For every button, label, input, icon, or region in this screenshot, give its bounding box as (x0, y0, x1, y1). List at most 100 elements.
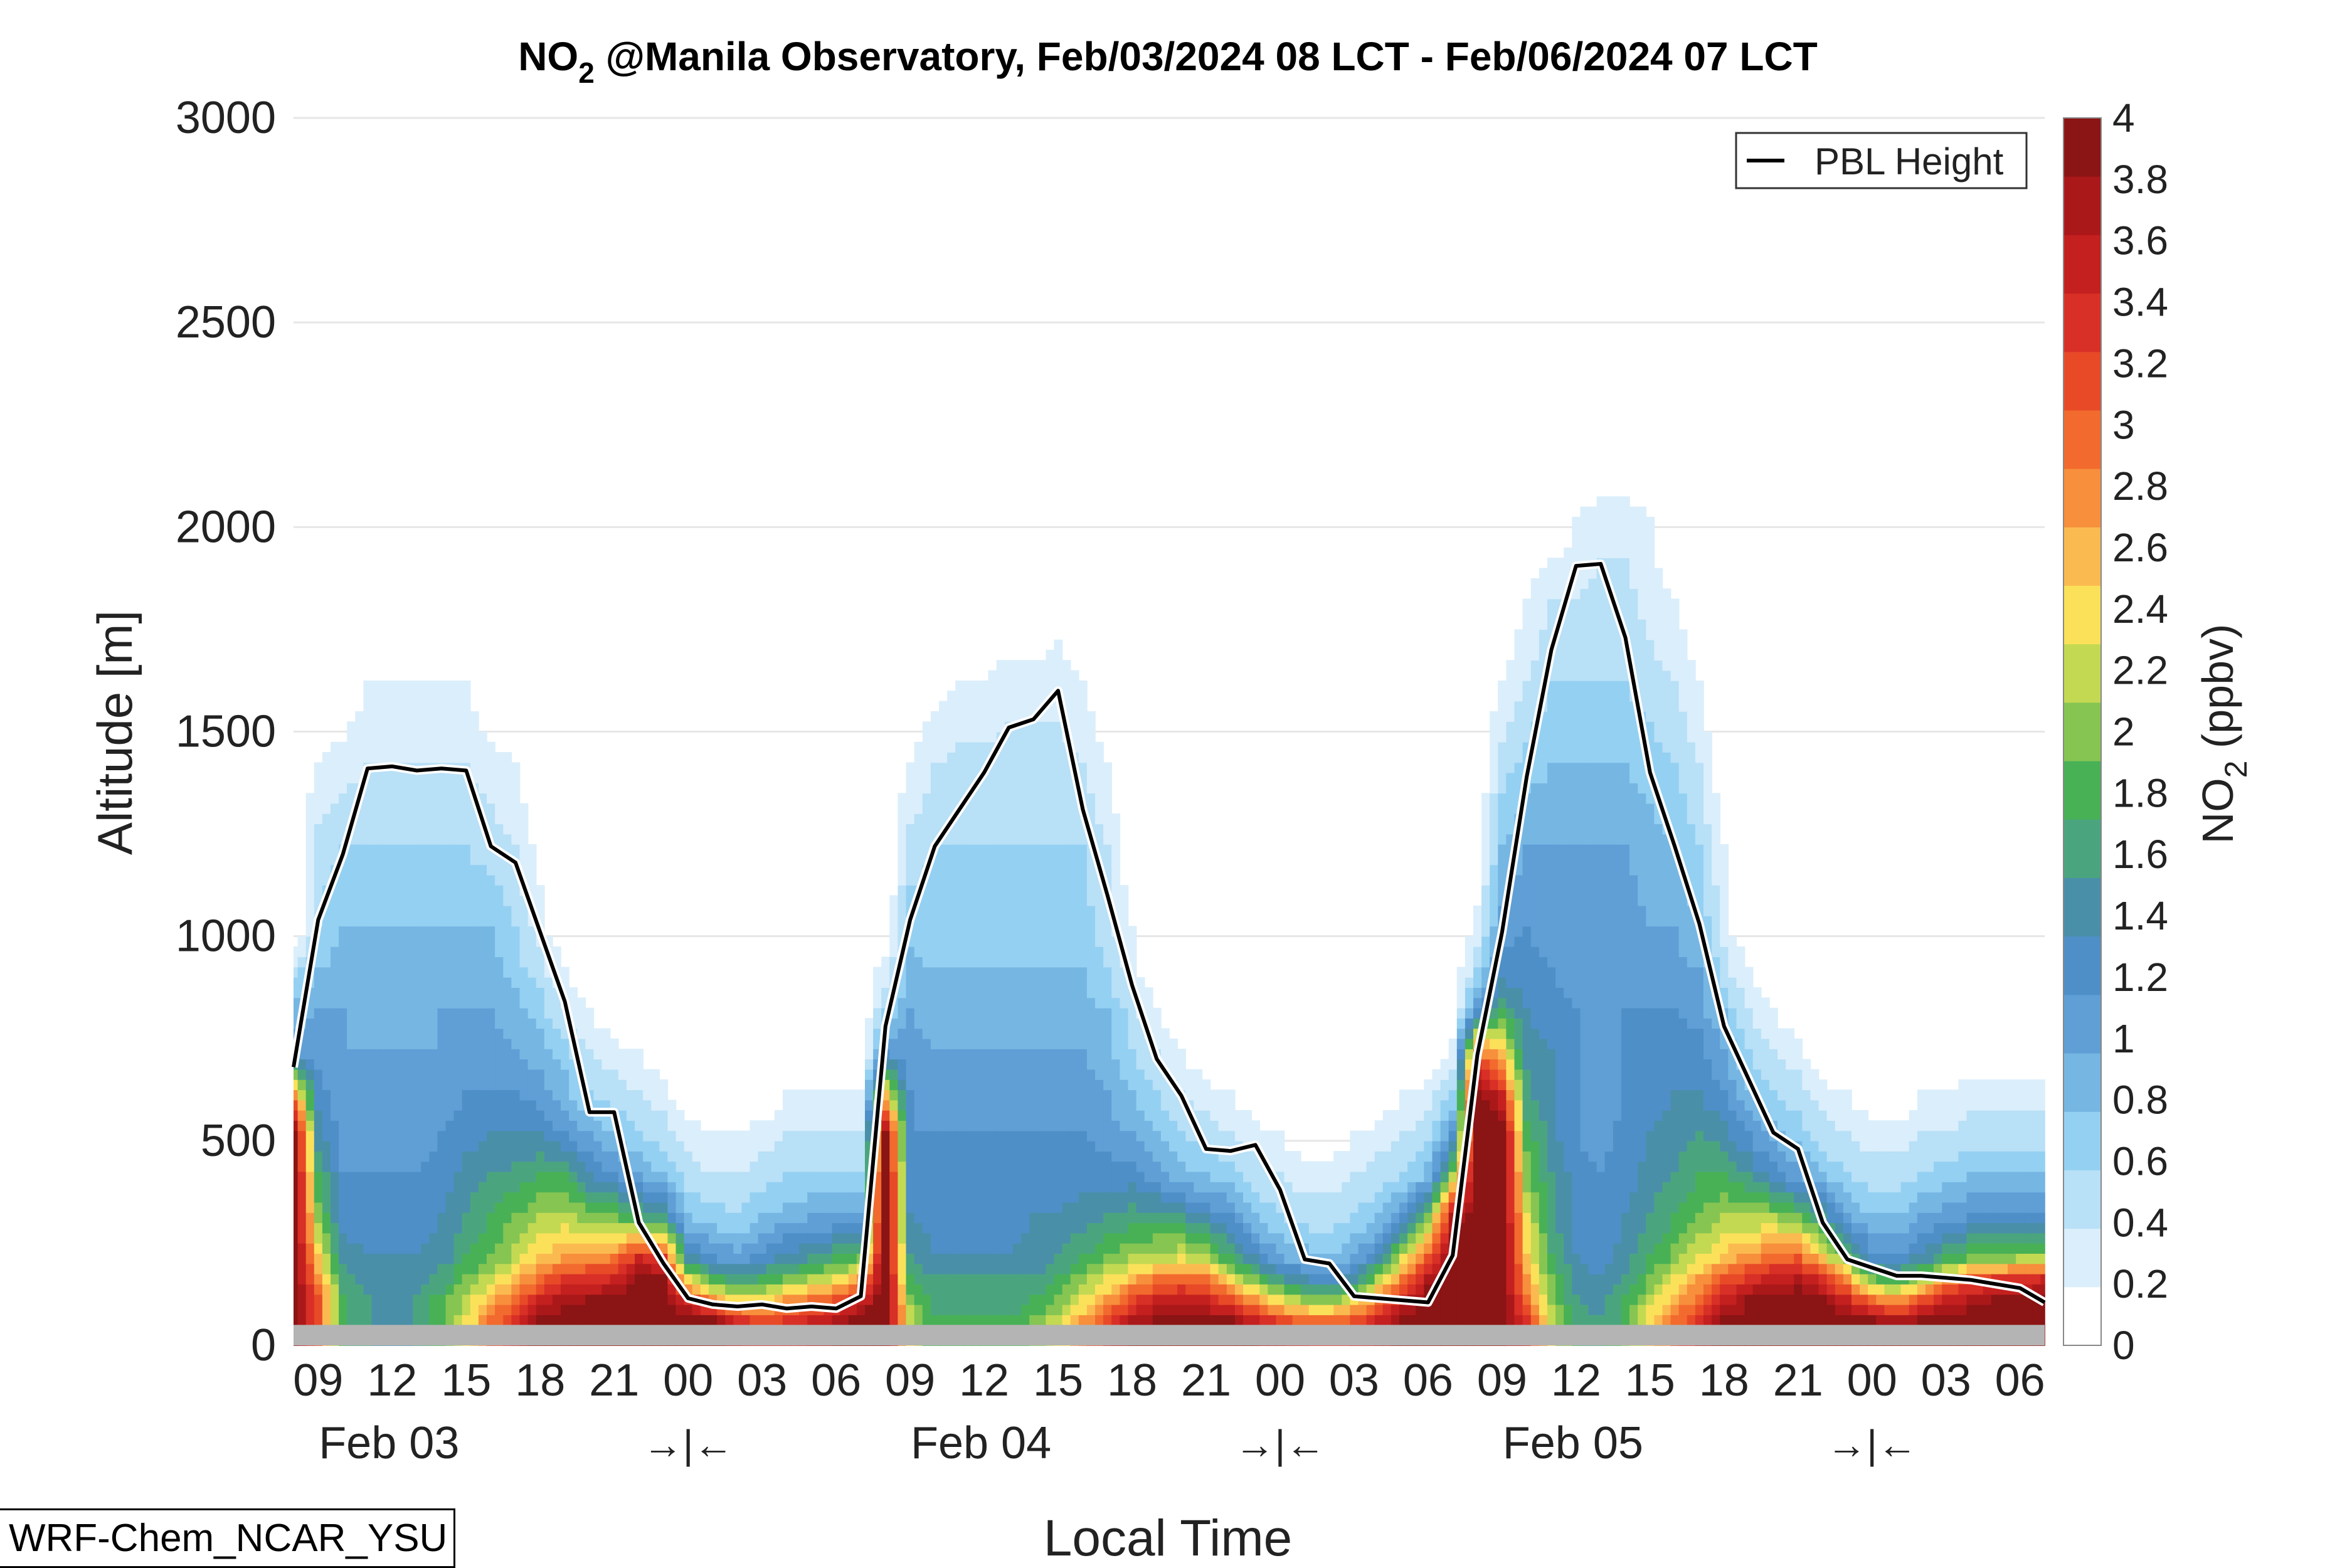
contour-cell (511, 1049, 521, 1091)
contour-cell (1728, 1110, 1737, 1142)
contour-cell (782, 1089, 792, 1131)
contour-cell (1720, 1304, 1729, 1315)
contour-cell (1687, 967, 1696, 1029)
contour-cell (396, 1049, 405, 1172)
contour-cell (610, 1038, 619, 1070)
contour-cell (1769, 1273, 1778, 1285)
contour-cell (1654, 824, 1663, 927)
contour-cell (1777, 1222, 1786, 1234)
contour-cell (585, 1273, 595, 1285)
colorbar-tick-label: 1 (2112, 1016, 2135, 1061)
contour-cell (947, 1273, 956, 1315)
contour-cell (1539, 1232, 1548, 1274)
contour-cell (585, 1007, 595, 1049)
contour-cell (577, 1253, 586, 1264)
contour-cell (1522, 1212, 1532, 1254)
contour-cell (1974, 1232, 1984, 1244)
contour-cell (1021, 1049, 1030, 1131)
contour-cell (1860, 1273, 1868, 1285)
colorbar-swatch (2063, 235, 2101, 294)
contour-cell (1958, 1242, 1968, 1254)
contour-cell (1761, 1192, 1770, 1203)
contour-cell (1194, 1273, 1203, 1285)
contour-cell (1416, 1089, 1425, 1121)
contour-cell (1728, 1079, 1737, 1111)
contour-cell (1251, 1232, 1260, 1244)
contour-cell (470, 1284, 479, 1295)
contour-cell (1900, 1120, 1910, 1152)
contour-cell (1818, 1263, 1828, 1274)
legend: PBL Height (1735, 132, 2028, 189)
contour-cell (709, 1273, 718, 1285)
contour-cell (1851, 1182, 1860, 1203)
contour-cell (1120, 1294, 1129, 1305)
contour-cell (750, 1263, 759, 1274)
contour-cell (445, 1192, 455, 1264)
contour-cell (437, 844, 447, 927)
contour-cell (577, 997, 586, 1039)
contour-cell (1144, 1212, 1153, 1224)
contour-cell (725, 1130, 734, 1172)
contour-cell (988, 1130, 997, 1254)
legend-label-pbl: PBL Height (1814, 140, 2004, 183)
contour-cell (1160, 1140, 1170, 1172)
contour-cell (1300, 1294, 1310, 1305)
contour-cell (1456, 1049, 1466, 1060)
contour-cell (1917, 1212, 1926, 1234)
contour-cell (445, 926, 455, 1009)
contour-cell (692, 1161, 701, 1193)
contour-cell (1350, 1232, 1359, 1254)
contour-cell (1506, 1089, 1515, 1101)
contour-cell (1333, 1294, 1343, 1305)
contour-cell (1991, 1192, 2000, 1213)
contour-cell (1934, 1192, 1942, 1213)
colorbar-tick-label: 1.6 (2112, 832, 2168, 877)
contour-cell (2032, 1242, 2042, 1254)
contour-cell (1654, 1284, 1663, 1295)
contour-cell (1712, 1304, 1720, 1315)
contour-cell (331, 1171, 339, 1224)
contour-cell (561, 1273, 569, 1285)
contour-cell (294, 1089, 299, 1101)
contour-cell (577, 1242, 586, 1254)
contour-cell (799, 1171, 808, 1203)
contour-cell (1678, 874, 1688, 958)
contour-cell (1128, 1161, 1137, 1182)
contour-cell (1243, 1304, 1252, 1315)
contour-cell (1144, 1273, 1153, 1285)
contour-cell (1695, 1273, 1704, 1295)
contour-cell (1498, 793, 1507, 845)
contour-cell (1268, 1263, 1277, 1274)
contour-cell (1613, 681, 1622, 763)
contour-cell (577, 1130, 586, 1152)
contour-cell (601, 1192, 611, 1203)
contour-cell (824, 1232, 833, 1244)
contour-cell (429, 1049, 438, 1152)
contour-cell (815, 1263, 825, 1274)
contour-cell (1440, 1120, 1449, 1142)
contour-cell (1012, 1242, 1022, 1274)
contour-cell (1210, 1304, 1219, 1315)
contour-cell (421, 762, 430, 845)
contour-cell (1300, 1273, 1310, 1285)
contour-cell (593, 1253, 603, 1264)
contour-cell (782, 1273, 792, 1285)
contour-cell (1407, 1232, 1416, 1244)
contour-cell (363, 681, 373, 763)
contour-cell (552, 1059, 561, 1101)
contour-cell (643, 1192, 652, 1203)
contour-cell (1999, 1222, 2008, 1234)
contour-cell (807, 1212, 817, 1234)
contour-cell (1802, 1222, 1811, 1234)
contour-cell (347, 721, 356, 783)
contour-cell (1646, 1294, 1655, 1305)
contour-cell (1169, 1232, 1178, 1254)
contour-cell (519, 967, 529, 1009)
contour-cell (675, 1110, 685, 1142)
contour-cell (1539, 1120, 1548, 1182)
contour-cell (1226, 1242, 1236, 1254)
contour-cell (2008, 1171, 2016, 1193)
contour-cell (741, 1171, 751, 1203)
contour-cell (1851, 1242, 1860, 1254)
contour-cell (1522, 1151, 1532, 1193)
